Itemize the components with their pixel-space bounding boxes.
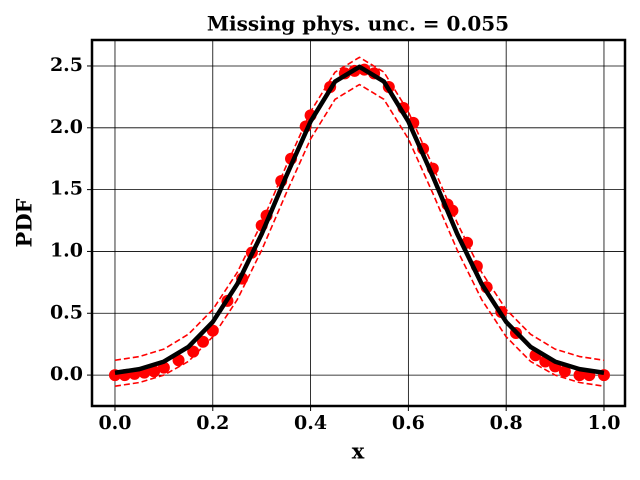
- x-tick-label: 0.8: [490, 412, 523, 434]
- plot-area: [108, 56, 610, 388]
- curve: [114, 64, 605, 375]
- x-tick-label: 0.4: [294, 412, 327, 434]
- y-tick-label: 2.0: [50, 116, 83, 138]
- x-tick-label: 0.0: [98, 412, 131, 434]
- data-point: [148, 365, 161, 378]
- band-line: [114, 56, 605, 362]
- x-tick-label: 0.6: [392, 412, 425, 434]
- data-point: [172, 354, 185, 367]
- x-tick-label: 1.0: [587, 412, 620, 434]
- y-tick-label: 1.0: [50, 239, 83, 261]
- band-line: [114, 83, 605, 388]
- data-point: [187, 345, 200, 358]
- y-tick-label: 2.5: [50, 54, 83, 76]
- chart-title: Missing phys. unc. = 0.055: [207, 12, 509, 36]
- y-tick-label: 0.0: [50, 363, 83, 385]
- x-axis-label: x: [352, 439, 365, 464]
- y-tick-label: 0.5: [50, 301, 83, 323]
- y-tick-label: 1.5: [50, 178, 83, 200]
- data-point: [558, 365, 571, 378]
- x-tick-label: 0.2: [196, 412, 229, 434]
- plot-frame: [90, 38, 627, 408]
- y-axis-label: PDF: [12, 198, 37, 247]
- data-point: [573, 369, 586, 382]
